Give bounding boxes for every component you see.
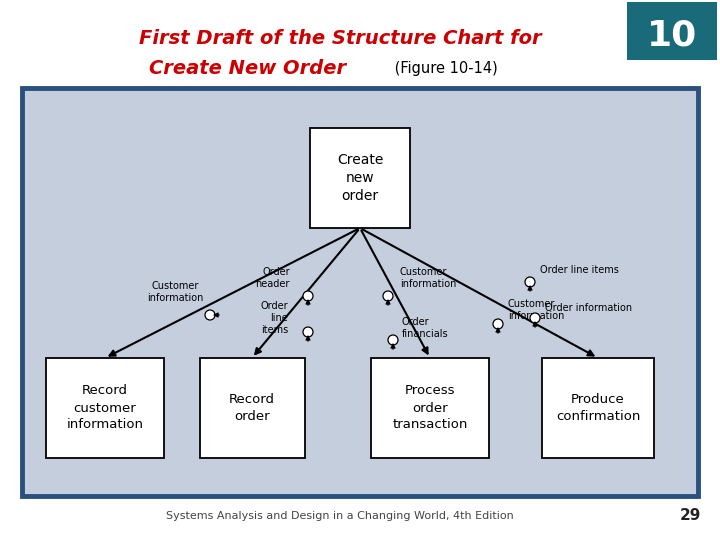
Bar xyxy=(22,88,698,496)
Text: Create
new
order: Create new order xyxy=(337,153,383,204)
Text: 10: 10 xyxy=(647,19,697,53)
Text: Order line items: Order line items xyxy=(540,265,619,275)
Circle shape xyxy=(493,319,503,329)
Text: Record
order: Record order xyxy=(229,393,275,423)
Text: Record
customer
information: Record customer information xyxy=(66,384,143,431)
Text: First Draft of the Structure Chart for: First Draft of the Structure Chart for xyxy=(139,29,541,48)
Text: Order
header: Order header xyxy=(256,267,290,289)
Circle shape xyxy=(388,335,398,345)
Bar xyxy=(199,358,305,458)
Text: Order
line
items: Order line items xyxy=(261,301,288,335)
Text: Order information: Order information xyxy=(545,303,632,313)
Circle shape xyxy=(205,310,215,320)
Text: Process
order
transaction: Process order transaction xyxy=(392,384,468,431)
Text: Customer
information: Customer information xyxy=(147,281,203,303)
Circle shape xyxy=(303,291,313,301)
Bar xyxy=(542,358,654,458)
Text: (Figure 10-14): (Figure 10-14) xyxy=(390,60,498,76)
Text: Order
financials: Order financials xyxy=(402,317,449,339)
Text: Customer
information: Customer information xyxy=(400,267,456,289)
Circle shape xyxy=(525,277,535,287)
Bar xyxy=(371,358,489,458)
Text: Create New Order: Create New Order xyxy=(150,58,346,78)
Circle shape xyxy=(383,291,393,301)
Circle shape xyxy=(530,313,540,323)
Circle shape xyxy=(303,327,313,337)
Bar xyxy=(310,128,410,228)
Text: Produce
confirmation: Produce confirmation xyxy=(556,393,640,423)
Text: 29: 29 xyxy=(679,509,701,523)
Bar xyxy=(627,2,717,60)
Text: Systems Analysis and Design in a Changing World, 4th Edition: Systems Analysis and Design in a Changin… xyxy=(166,511,514,521)
Bar xyxy=(46,358,164,458)
Text: Customer
information: Customer information xyxy=(508,299,564,321)
